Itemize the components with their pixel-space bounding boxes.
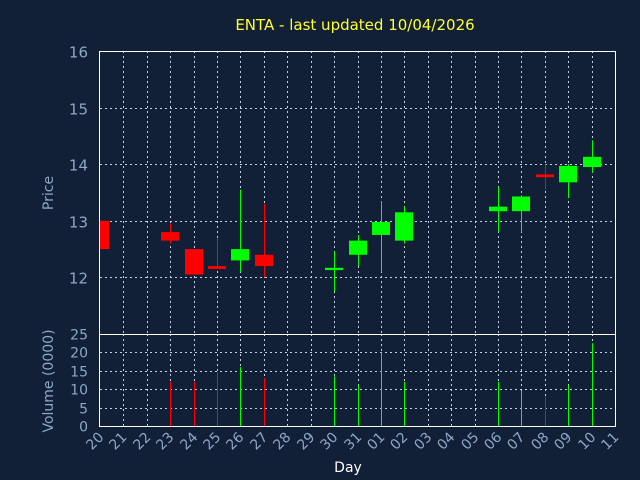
day-tick-label: 23 <box>153 430 177 454</box>
candle-body <box>208 266 226 269</box>
price-grid <box>100 51 615 334</box>
volume-axis-label: Volume (0000) <box>41 329 57 432</box>
day-tick-label: 01 <box>364 430 388 454</box>
day-tick-label: 29 <box>294 430 318 454</box>
day-tick-label: 30 <box>317 430 341 454</box>
day-tick-label: 10 <box>575 430 599 454</box>
day-tick-label: 03 <box>411 430 435 454</box>
candle-body <box>185 249 203 275</box>
day-axis-label: Day <box>334 460 362 476</box>
price-tick-label: 16 <box>69 44 88 62</box>
day-tick-label: 27 <box>247 430 271 454</box>
volume-tick-label: 10 <box>70 383 88 399</box>
volume-grid <box>100 334 615 426</box>
day-tick-label: 04 <box>434 429 458 453</box>
volume-panel-frame <box>99 334 616 427</box>
candle-body <box>559 165 577 183</box>
day-tick-label: 26 <box>223 429 247 453</box>
day-tick-label: 11 <box>598 430 622 454</box>
candle-body <box>100 220 109 250</box>
day-tick-label: 06 <box>481 429 505 453</box>
volume-bars <box>170 343 593 426</box>
price-tick-label: 15 <box>69 101 88 119</box>
day-tick-label: 08 <box>528 430 552 454</box>
candle-body <box>349 240 367 255</box>
candle-body <box>231 249 249 261</box>
volume-axis: 0 5 10 15 20 25 <box>70 328 88 436</box>
candlesticks <box>100 140 601 292</box>
day-tick-label: 09 <box>551 430 575 454</box>
candle-body <box>583 156 601 168</box>
candle-body <box>489 206 507 212</box>
day-tick-label: 28 <box>270 430 294 454</box>
volume-tick-label: 15 <box>70 365 88 381</box>
price-axis: 12 13 14 15 16 <box>69 44 88 288</box>
volume-tick-label: 25 <box>70 328 88 344</box>
day-tick-label: 07 <box>504 430 528 454</box>
candle-body <box>512 196 530 212</box>
price-tick-label: 14 <box>69 157 88 175</box>
price-tick-label: 12 <box>69 270 88 288</box>
volume-tick-label: 0 <box>79 420 88 436</box>
day-tick-label: 24 <box>177 429 201 453</box>
day-tick-label: 22 <box>130 430 154 454</box>
volume-tick-label: 20 <box>70 346 88 362</box>
candle-body <box>536 174 554 178</box>
day-tick-label: 31 <box>341 430 365 454</box>
day-tick-label: 25 <box>200 430 224 454</box>
candle-body <box>255 254 273 267</box>
candle-body <box>395 212 413 241</box>
candle-body <box>372 221 390 235</box>
day-tick-label: 21 <box>106 430 130 454</box>
day-axis: 20 21 22 23 24 25 26 27 28 29 30 31 01 02 03 04 05 06 07 08… <box>83 429 622 453</box>
volume-tick-label: 5 <box>79 402 88 418</box>
candle-body <box>161 232 179 241</box>
price-axis-label: Price <box>41 176 57 210</box>
day-tick-label: 05 <box>458 430 482 454</box>
day-tick-label: 02 <box>387 430 411 454</box>
candle-body <box>325 267 343 271</box>
chart-title: ENTA - last updated 10/04/2026 <box>235 16 474 34</box>
price-panel-frame <box>99 51 616 335</box>
price-tick-label: 13 <box>69 214 88 232</box>
